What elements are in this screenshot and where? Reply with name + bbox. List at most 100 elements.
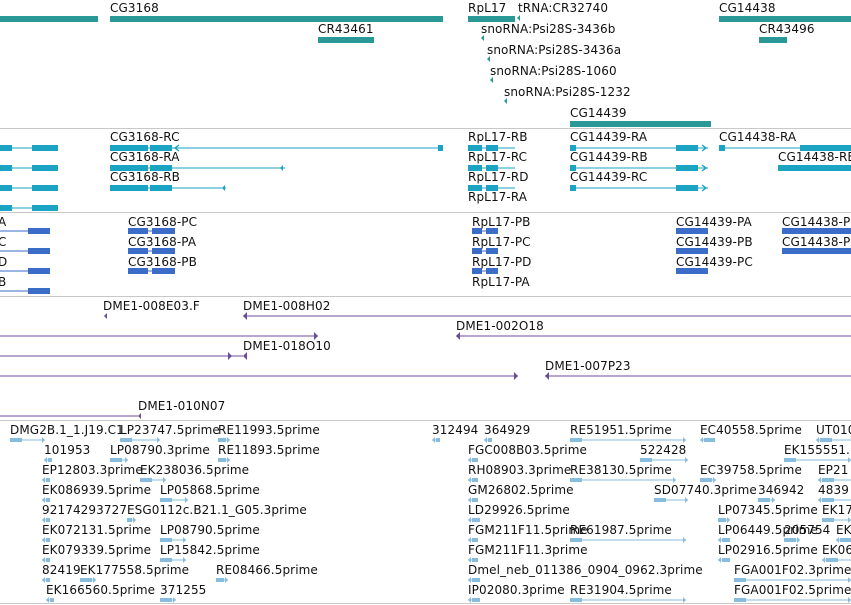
est-re11993-5prime-block[interactable] (218, 438, 226, 442)
transcript-cg14438-ra-exon1[interactable] (719, 145, 725, 151)
est-fgm211f11-5prime-arrow[interactable] (468, 537, 471, 543)
est-92174293727-arrow[interactable] (42, 517, 45, 523)
cds-cg3168-pb-exon1[interactable] (128, 268, 148, 274)
cds-cg14438-pa-exon[interactable] (782, 228, 851, 234)
transcript-left-exon-b-1[interactable] (32, 145, 58, 151)
est-205754-arrow[interactable] (797, 537, 800, 543)
est-re11893-5prime-arrow[interactable] (227, 457, 230, 463)
gene-cr43496[interactable] (759, 37, 787, 43)
est-esg0112c-b21-1-g05-3prime-arrow[interactable] (133, 517, 136, 523)
cds-rpl17-pc-exon1[interactable] (472, 248, 482, 254)
est-ek072131-5prime-block[interactable] (46, 538, 50, 542)
gene-cg3168[interactable] (110, 16, 443, 22)
est-fga001f02-3prime-block[interactable] (734, 578, 746, 582)
est-lp15842-5prime-block[interactable] (160, 558, 172, 562)
gene-rpl17[interactable] (468, 16, 515, 22)
transcript-cg14439-rc-exon1[interactable] (570, 185, 576, 191)
est-dmg2b-1-1-j19-c1-block[interactable] (10, 438, 22, 442)
clone-dme1-008e03-f-arrow[interactable] (104, 313, 107, 319)
transcript-cg14438-ra-exon2[interactable] (800, 145, 851, 151)
transcript-cg14439-rc-chev[interactable] (701, 184, 708, 192)
cds-rpl17-pd-exon1[interactable] (472, 268, 482, 274)
est-lp05868-5prime-arrow[interactable] (185, 497, 188, 503)
gene-cg14438[interactable] (719, 16, 851, 22)
transcript-cg14439-ra-chev[interactable] (701, 144, 708, 152)
snorna-1232-arrow[interactable] (504, 98, 507, 104)
est-re08466-5prime-block[interactable] (216, 578, 224, 582)
cds-cg14439-pb-exon[interactable] (676, 248, 708, 254)
transcript-cg3168-ra-exon1[interactable] (110, 165, 148, 171)
est-ek086939-5prime-arrow[interactable] (42, 497, 45, 503)
transcript-cg14439-ra-exon2[interactable] (676, 145, 698, 151)
snorna-3436b-arrow[interactable] (481, 35, 484, 41)
est-lp08790-5prime-block[interactable] (160, 538, 172, 542)
cds-cg3168-pa-exon2[interactable] (152, 248, 175, 254)
cds-cg3168-pb-exon2[interactable] (152, 268, 175, 274)
est-ip02080-3prime-arrow[interactable] (468, 597, 471, 603)
transcript-cg3168-rb-exon1[interactable] (110, 185, 148, 191)
cds-rpl17-pb-exon1[interactable] (472, 228, 482, 234)
est-lp08790-3prime-block[interactable] (110, 458, 122, 462)
est-lp02916-5prime-block[interactable] (722, 558, 730, 562)
est-312494-arrow[interactable] (432, 437, 435, 443)
est-364929-arrow[interactable] (484, 437, 487, 443)
transcript-rpl17-rc-exon2[interactable] (486, 165, 498, 171)
est-ek238036-5prime-block[interactable] (140, 478, 152, 482)
est-ek072131-5prime-arrow[interactable] (42, 537, 45, 543)
cds-left-exon-2[interactable] (28, 248, 50, 254)
est-364929-block[interactable] (488, 438, 492, 442)
transcript-left-exon-b-4[interactable] (32, 205, 58, 211)
est-82419-block[interactable] (46, 578, 50, 582)
transcript-cg14439-rb-exon2[interactable] (676, 165, 698, 171)
clone-dme1-018o10-arrow[interactable] (243, 352, 247, 360)
est-ip02080-3prime-block[interactable] (472, 598, 480, 602)
snorna-1060-arrow[interactable] (490, 77, 493, 83)
est-ut010-block[interactable] (820, 438, 832, 442)
clone-left-partial-2-end[interactable] (228, 352, 232, 360)
cds-cg14438-pb-exon[interactable] (782, 248, 851, 254)
cds-left-exon-1[interactable] (28, 228, 50, 234)
est-ek06-arrow[interactable] (822, 557, 825, 563)
est-ep12803-3prime-arrow[interactable] (42, 477, 45, 483)
transcript-left-exon-a-1[interactable] (0, 145, 12, 151)
est-ec39758-5prime-block[interactable] (700, 478, 712, 482)
est-ek17-block[interactable] (822, 518, 834, 522)
est-346942-block[interactable] (758, 498, 770, 502)
trna-cr32740-arrow[interactable] (517, 15, 520, 21)
est-371255-block[interactable] (160, 598, 172, 602)
transcript-cg14439-ra-exon1[interactable] (570, 145, 576, 151)
est-4839-arrow[interactable] (818, 497, 821, 503)
transcript-cg3168-rb-end[interactable] (222, 185, 225, 191)
cds-cg14439-pc-exon[interactable] (676, 268, 708, 274)
est-re11993-5prime-arrow[interactable] (227, 437, 230, 443)
est-ec39758-5prime-arrow[interactable] (713, 477, 716, 483)
est-lp07345-5prime-arrow[interactable] (727, 517, 730, 523)
clone-left-partial-3-end[interactable] (514, 372, 518, 380)
cds-cg3168-pc-exon1[interactable] (128, 228, 148, 234)
est-ek155551-arrow[interactable] (848, 457, 851, 463)
est-ec40558-5prime-arrow[interactable] (700, 437, 703, 443)
transcript-left-exon-b-2[interactable] (32, 165, 58, 171)
est-ek06-block[interactable] (826, 558, 838, 562)
est-re38130-5prime-arrow[interactable] (673, 477, 676, 483)
transcript-cg3168-rc-chev[interactable] (173, 144, 180, 152)
clone-dme1-007p23-arrow[interactable] (545, 372, 549, 380)
transcript-cg3168-rc-exon1[interactable] (110, 145, 148, 151)
est-ek166560-5prime-block[interactable] (50, 598, 54, 602)
est-522428-arrow[interactable] (685, 457, 688, 463)
est-522428-block[interactable] (640, 458, 652, 462)
transcript-rpl17-rc-exon1[interactable] (468, 165, 482, 171)
transcript-cg3168-rc-exon3[interactable] (438, 145, 443, 151)
est-fgm211f11-5prime-block[interactable] (472, 538, 478, 542)
est-ek079339-5prime-block[interactable] (46, 558, 50, 562)
est-ek086939-5prime-block[interactable] (46, 498, 50, 502)
cds-rpl17-pc-exon2[interactable] (486, 248, 498, 254)
est-re61987-5prime-arrow[interactable] (683, 537, 686, 543)
est-ek-arrow[interactable] (836, 537, 839, 543)
est-lp23747-5prime-block[interactable] (120, 438, 132, 442)
est-ld29926-5prime-arrow[interactable] (468, 517, 471, 523)
est-esg0112c-b21-1-g05-3prime-block[interactable] (127, 518, 132, 522)
transcript-cg14439-rc-exon2[interactable] (676, 185, 698, 191)
est-gm26802-5prime-arrow[interactable] (468, 497, 471, 503)
est-ek17-arrow[interactable] (848, 517, 851, 523)
